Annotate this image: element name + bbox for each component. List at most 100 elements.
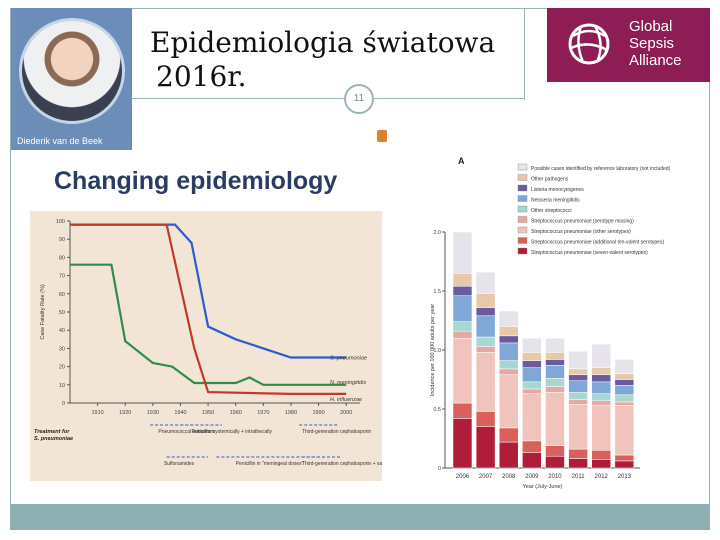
series-line (70, 263, 347, 386)
y-tick-label: 0 (438, 466, 441, 472)
y-tick-label: 20 (59, 365, 65, 371)
x-tick-label: 1990 (312, 410, 324, 416)
slide-title: Epidemiologia światowa 2016r. (150, 26, 520, 94)
x-tick-label: 1970 (257, 410, 269, 416)
bar-segment (614, 385, 635, 396)
legend-swatch (517, 184, 528, 192)
x-tick-label: 2011 (572, 474, 586, 480)
bar-segment (522, 440, 542, 453)
bar-segment (499, 427, 519, 443)
bar-segment (545, 359, 565, 366)
x-tick-label: 1910 (91, 410, 103, 416)
bar-segment (591, 393, 611, 401)
legend-label: Possible cases identified by reference l… (531, 166, 671, 172)
bar-segment (475, 426, 496, 469)
y-tick-label: 100 (56, 219, 65, 225)
bar-segment (614, 373, 635, 380)
legend-swatch (517, 237, 528, 244)
bar-segment (452, 402, 473, 419)
x-tick-label: 1950 (202, 410, 214, 416)
legend-label: Listeria monocytogenes (531, 187, 584, 193)
bar-segment (591, 400, 611, 406)
logo-line: Global (629, 18, 673, 35)
legend-label: Streptococcus pneumoniae (seven-valent s… (531, 250, 648, 256)
page-number: 11 (344, 84, 374, 114)
logo-line: Alliance (629, 52, 682, 69)
bar-segment (475, 271, 496, 294)
y-tick-label: 50 (59, 310, 65, 316)
treatment-label: Third-generation cephalosporin + vancomy… (302, 461, 382, 467)
y-tick-label: 80 (59, 255, 65, 261)
presenter-photo-card: Diederik van de Beek (11, 8, 132, 150)
bar-segment (475, 411, 496, 427)
bar-segment (522, 367, 542, 383)
treatment-title: S. pneumoniae (34, 436, 73, 442)
legend-swatch (517, 205, 528, 213)
bar-segment (522, 393, 542, 442)
legend-swatch (517, 195, 528, 202)
case-fatality-chart: 0 10 20 30 40 50 60 70 80 90 100 1910 1920 1930 1940 19… (30, 211, 382, 481)
y-axis-label: Case Fatality Rate (%) (40, 284, 46, 339)
x-tick-label: 2000 (340, 410, 352, 416)
series-line (70, 223, 347, 395)
panel-label: A (458, 156, 465, 166)
treatment-label: Penicillin systemically + intrathecally (192, 429, 273, 435)
legend-label: Other streptococci (531, 208, 572, 214)
bar-segment (568, 404, 588, 450)
bar-segment (452, 286, 473, 296)
y-tick-label: 70 (59, 274, 65, 280)
bar-segment (522, 381, 542, 390)
bar-segment (591, 459, 611, 469)
bar-segment (568, 350, 588, 370)
legend-swatch (517, 226, 528, 234)
bar-segment (499, 326, 519, 337)
bar-segment (452, 321, 473, 332)
x-tick-label: 1920 (119, 410, 131, 416)
bar-segment (568, 458, 588, 469)
bar-segment (545, 445, 565, 457)
legend-label: Neisseria meningitidis (531, 198, 580, 204)
bar-segment (591, 367, 611, 376)
logo-text: Global Sepsis Alliance (629, 18, 682, 69)
bar-segment (452, 231, 473, 274)
x-tick-label: 2010 (548, 474, 562, 480)
presenter-name: Diederik van de Beek (17, 136, 103, 146)
y-tick-label: 1.0 (433, 348, 441, 354)
legend-label: Streptococcus pneumoniae (other serotype… (531, 229, 631, 235)
x-tick-label: 1940 (174, 410, 186, 416)
bar-segment (499, 368, 519, 376)
bar-segment (522, 452, 542, 469)
bar-segment (522, 388, 542, 394)
bar-segment (614, 394, 635, 403)
legend-label: Streptococcus pneumoniae (additional ten… (531, 240, 664, 246)
treatment-title: Treatment for (34, 429, 70, 435)
series-label: N. meningitidis (330, 380, 366, 386)
x-tick-label: 2012 (595, 474, 609, 480)
x-tick-label: 1930 (147, 410, 159, 416)
title-line-1: Epidemiologia światowa (150, 26, 496, 59)
global-sepsis-alliance-logo: Global Sepsis Alliance (547, 8, 710, 82)
bar-segment (545, 352, 565, 360)
bar-segment (499, 441, 519, 469)
treatment-label: Third-generation cephalosporin (302, 429, 371, 435)
bar-segment (475, 336, 496, 347)
bar-segment (522, 352, 542, 361)
title-line-2: 2016r. (156, 60, 247, 93)
treatment-label: Sulfonamides (164, 461, 195, 467)
bar-segment (475, 346, 496, 353)
institution-mark-icon (377, 130, 387, 142)
bar-segment (545, 337, 565, 353)
y-tick-label: 30 (59, 346, 65, 352)
header-vertical-rule (524, 8, 525, 100)
series-line (70, 223, 347, 359)
bar-segment (499, 310, 519, 327)
bar-segment (568, 368, 588, 376)
footer-bar (10, 504, 710, 530)
bar-segment (452, 337, 473, 404)
bar-segment (591, 374, 611, 383)
treatment-label: Pneumococcal antiserum (158, 429, 214, 435)
legend-swatch (517, 247, 528, 255)
bar-segment (591, 343, 611, 368)
y-tick-label: 40 (59, 328, 65, 334)
bar-segment (568, 380, 588, 393)
